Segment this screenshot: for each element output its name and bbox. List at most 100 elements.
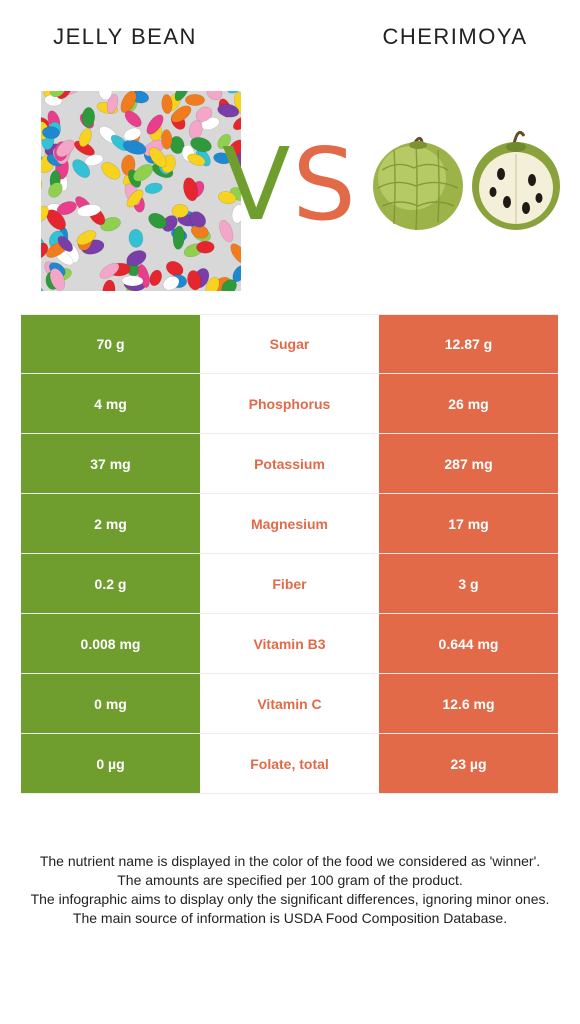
jelly-bean (149, 147, 167, 168)
table-row: 2 mg Magnesium 17 mg (21, 494, 558, 554)
jelly-bean (217, 133, 231, 150)
table-row: 0.2 g Fiber 3 g (21, 554, 558, 614)
left-value-cell: 2 mg (21, 494, 200, 553)
right-value-cell: 12.6 mg (379, 674, 558, 733)
table-row: 0 µg Folate, total 23 µg (21, 734, 558, 794)
nutrient-name-cell: Magnesium (200, 494, 379, 553)
right-value-cell: 23 µg (379, 734, 558, 793)
right-value-cell: 12.87 g (379, 315, 558, 373)
left-value-cell: 70 g (21, 315, 200, 373)
jelly-bean (174, 91, 190, 102)
cherimoya-image (368, 120, 564, 240)
jelly-bean (162, 276, 180, 291)
jelly-bean (72, 159, 91, 178)
jelly-bean (226, 91, 241, 94)
nutrient-name-cell: Sugar (200, 315, 379, 373)
left-food-title: JELLY BEAN (53, 24, 197, 49)
right-value-cell: 26 mg (379, 374, 558, 433)
jelly-bean (148, 212, 167, 229)
jelly-bean (231, 204, 241, 224)
jelly-bean (205, 276, 220, 291)
footer-line: The main source of information is USDA F… (72, 910, 508, 926)
jelly-bean (196, 240, 215, 254)
jelly-bean (56, 201, 77, 216)
jelly-bean (121, 275, 144, 287)
jelly-bean (102, 279, 116, 291)
jelly-bean (120, 91, 137, 114)
right-value-cell: 287 mg (379, 434, 558, 493)
nutrient-name-cell: Fiber (200, 554, 379, 613)
jelly-bean (49, 268, 66, 291)
jelly-bean (123, 127, 142, 141)
jelly-bean (149, 269, 162, 287)
jelly-bean (48, 182, 63, 198)
vs-label: VS (222, 130, 362, 240)
cherimoya-half (472, 130, 560, 230)
jelly-bean (57, 235, 73, 252)
jelly-bean (165, 260, 184, 277)
nutrient-name-cell: Vitamin C (200, 674, 379, 733)
nutrient-name-cell: Vitamin B3 (200, 614, 379, 673)
cherimoya-whole (373, 137, 463, 231)
jelly-bean (101, 162, 121, 180)
jelly-bean (128, 228, 144, 248)
right-food-title: CHERIMOYA (382, 24, 528, 49)
jelly-bean-image (41, 91, 241, 291)
jelly-bean (106, 94, 119, 114)
jelly-bean (122, 139, 147, 155)
jelly-bean (78, 128, 92, 148)
jelly-bean (81, 107, 96, 128)
table-row: 0 mg Vitamin C 12.6 mg (21, 674, 558, 734)
left-value-cell: 0 mg (21, 674, 200, 733)
jelly-bean (41, 178, 43, 198)
footer-line: The nutrient name is displayed in the co… (39, 853, 541, 869)
cherimoya-picture (373, 130, 560, 231)
table-row: 0.008 mg Vitamin B3 0.644 mg (21, 614, 558, 674)
jelly-bean (146, 114, 164, 135)
left-value-cell: 0 µg (21, 734, 200, 793)
jelly-bean (195, 106, 213, 122)
jelly-bean (84, 154, 104, 167)
jelly-bean (100, 216, 121, 232)
table-row: 70 g Sugar 12.87 g (21, 314, 558, 374)
jelly-bean (185, 94, 205, 106)
jelly-bean (206, 91, 223, 101)
jelly-bean (98, 91, 113, 101)
jelly-bean (233, 116, 241, 131)
jelly-bean (144, 182, 163, 194)
jelly-bean (219, 219, 234, 243)
jelly-bean (190, 137, 212, 153)
left-value-cell: 0.008 mg (21, 614, 200, 673)
jelly-bean (188, 120, 203, 140)
nutrient-name-cell: Folate, total (200, 734, 379, 793)
jelly-bean (49, 91, 66, 98)
table-row: 37 mg Potassium 287 mg (21, 434, 558, 494)
jelly-bean (217, 103, 240, 118)
jelly-bean (183, 177, 199, 202)
jelly-bean (171, 105, 192, 123)
jelly-bean (133, 163, 154, 182)
vs-s-letter: S (292, 126, 358, 243)
jelly-bean (187, 153, 206, 166)
jelly-bean (76, 204, 102, 217)
nutrient-name-cell: Phosphorus (200, 374, 379, 433)
jelly-bean (187, 270, 202, 291)
jelly-bean (56, 139, 75, 158)
jelly-bean (221, 279, 237, 291)
jelly-bean (76, 230, 97, 246)
left-value-cell: 4 mg (21, 374, 200, 433)
nutrient-name-cell: Potassium (200, 434, 379, 493)
footer-notes: The nutrient name is displayed in the co… (20, 852, 560, 928)
jelly-bean (161, 129, 173, 150)
right-value-cell: 17 mg (379, 494, 558, 553)
jelly-bean (126, 250, 147, 267)
jelly-bean (42, 126, 60, 139)
left-value-cell: 0.2 g (21, 554, 200, 613)
jelly-bean (161, 94, 173, 114)
vs-v-letter: V (222, 126, 293, 243)
table-row: 4 mg Phosphorus 26 mg (21, 374, 558, 434)
jelly-bean (41, 242, 49, 260)
right-value-cell: 3 g (379, 554, 558, 613)
jelly-bean-picture (41, 91, 241, 291)
footer-line: The amounts are specified per 100 gram o… (117, 872, 463, 888)
